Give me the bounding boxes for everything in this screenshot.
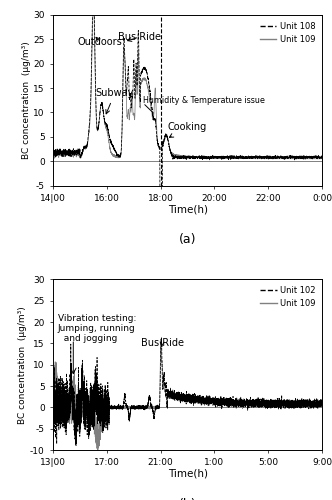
Unit 109 — [159, 336, 163, 342]
Unit 109 — [320, 156, 324, 162]
Unit 109 — [179, 395, 183, 401]
Text: (b): (b) — [179, 498, 197, 500]
Legend: Unit 102, Unit 109: Unit 102, Unit 109 — [257, 284, 318, 310]
Unit 102 — [179, 397, 183, 403]
Unit 108 — [158, 188, 162, 194]
Text: Vibration testing:
Jumping, running
  and jogging: Vibration testing: Jumping, running and … — [58, 314, 136, 344]
Unit 108 — [126, 64, 130, 70]
Unit 102 — [159, 335, 163, 341]
Legend: Unit 108, Unit 109: Unit 108, Unit 109 — [257, 19, 318, 46]
Unit 102 — [51, 402, 55, 408]
Unit 109 — [96, 450, 100, 456]
Unit 108 — [90, 12, 94, 18]
Unit 109 — [305, 402, 309, 407]
Text: (b): (b) — [300, 284, 318, 298]
Unit 109 — [320, 402, 324, 408]
Unit 109 — [51, 395, 55, 401]
Text: Cooking: Cooking — [167, 122, 207, 138]
Unit 109 — [91, 12, 95, 18]
Unit 109 — [51, 151, 55, 157]
Unit 102 — [74, 442, 78, 448]
Unit 108 — [320, 154, 324, 160]
Unit 108 — [320, 154, 324, 160]
Unit 109 — [142, 405, 146, 411]
Line: Unit 109: Unit 109 — [53, 339, 322, 452]
X-axis label: Time(h): Time(h) — [168, 468, 208, 478]
Line: Unit 108: Unit 108 — [53, 15, 322, 190]
Unit 109 — [294, 156, 298, 162]
X-axis label: Time(h): Time(h) — [168, 204, 208, 214]
Unit 109 — [320, 156, 324, 162]
Unit 102 — [320, 400, 324, 406]
Unit 102 — [248, 398, 252, 404]
Text: Bus Ride: Bus Ride — [140, 338, 184, 348]
Unit 108 — [218, 154, 222, 160]
Unit 102 — [309, 402, 313, 408]
Text: (a): (a) — [179, 234, 196, 246]
Y-axis label: BC concentration  (μg/m³): BC concentration (μg/m³) — [18, 306, 27, 424]
Unit 109 — [214, 156, 218, 162]
Text: Outdoors: Outdoors — [78, 37, 123, 47]
Unit 108 — [109, 137, 113, 143]
Unit 109 — [248, 398, 252, 404]
Unit 109 — [218, 155, 222, 161]
Line: Unit 102: Unit 102 — [53, 338, 322, 446]
Unit 109 — [309, 402, 313, 408]
Unit 108 — [294, 154, 298, 160]
Unit 108 — [51, 144, 55, 150]
Unit 109 — [109, 150, 113, 156]
Text: (a): (a) — [300, 20, 318, 33]
Y-axis label: BC concentration  (μg/m³): BC concentration (μg/m³) — [22, 42, 31, 159]
Unit 102 — [142, 406, 146, 411]
Line: Unit 109: Unit 109 — [53, 15, 322, 159]
Unit 102 — [305, 400, 309, 406]
Unit 109 — [255, 400, 259, 406]
Unit 109 — [320, 156, 324, 162]
Text: Bus Ride: Bus Ride — [118, 32, 161, 42]
Text: Humidity & Temperature issue: Humidity & Temperature issue — [143, 96, 265, 105]
Text: Subway: Subway — [96, 88, 134, 114]
Unit 108 — [214, 154, 218, 160]
Unit 102 — [255, 404, 259, 410]
Unit 109 — [126, 108, 130, 114]
